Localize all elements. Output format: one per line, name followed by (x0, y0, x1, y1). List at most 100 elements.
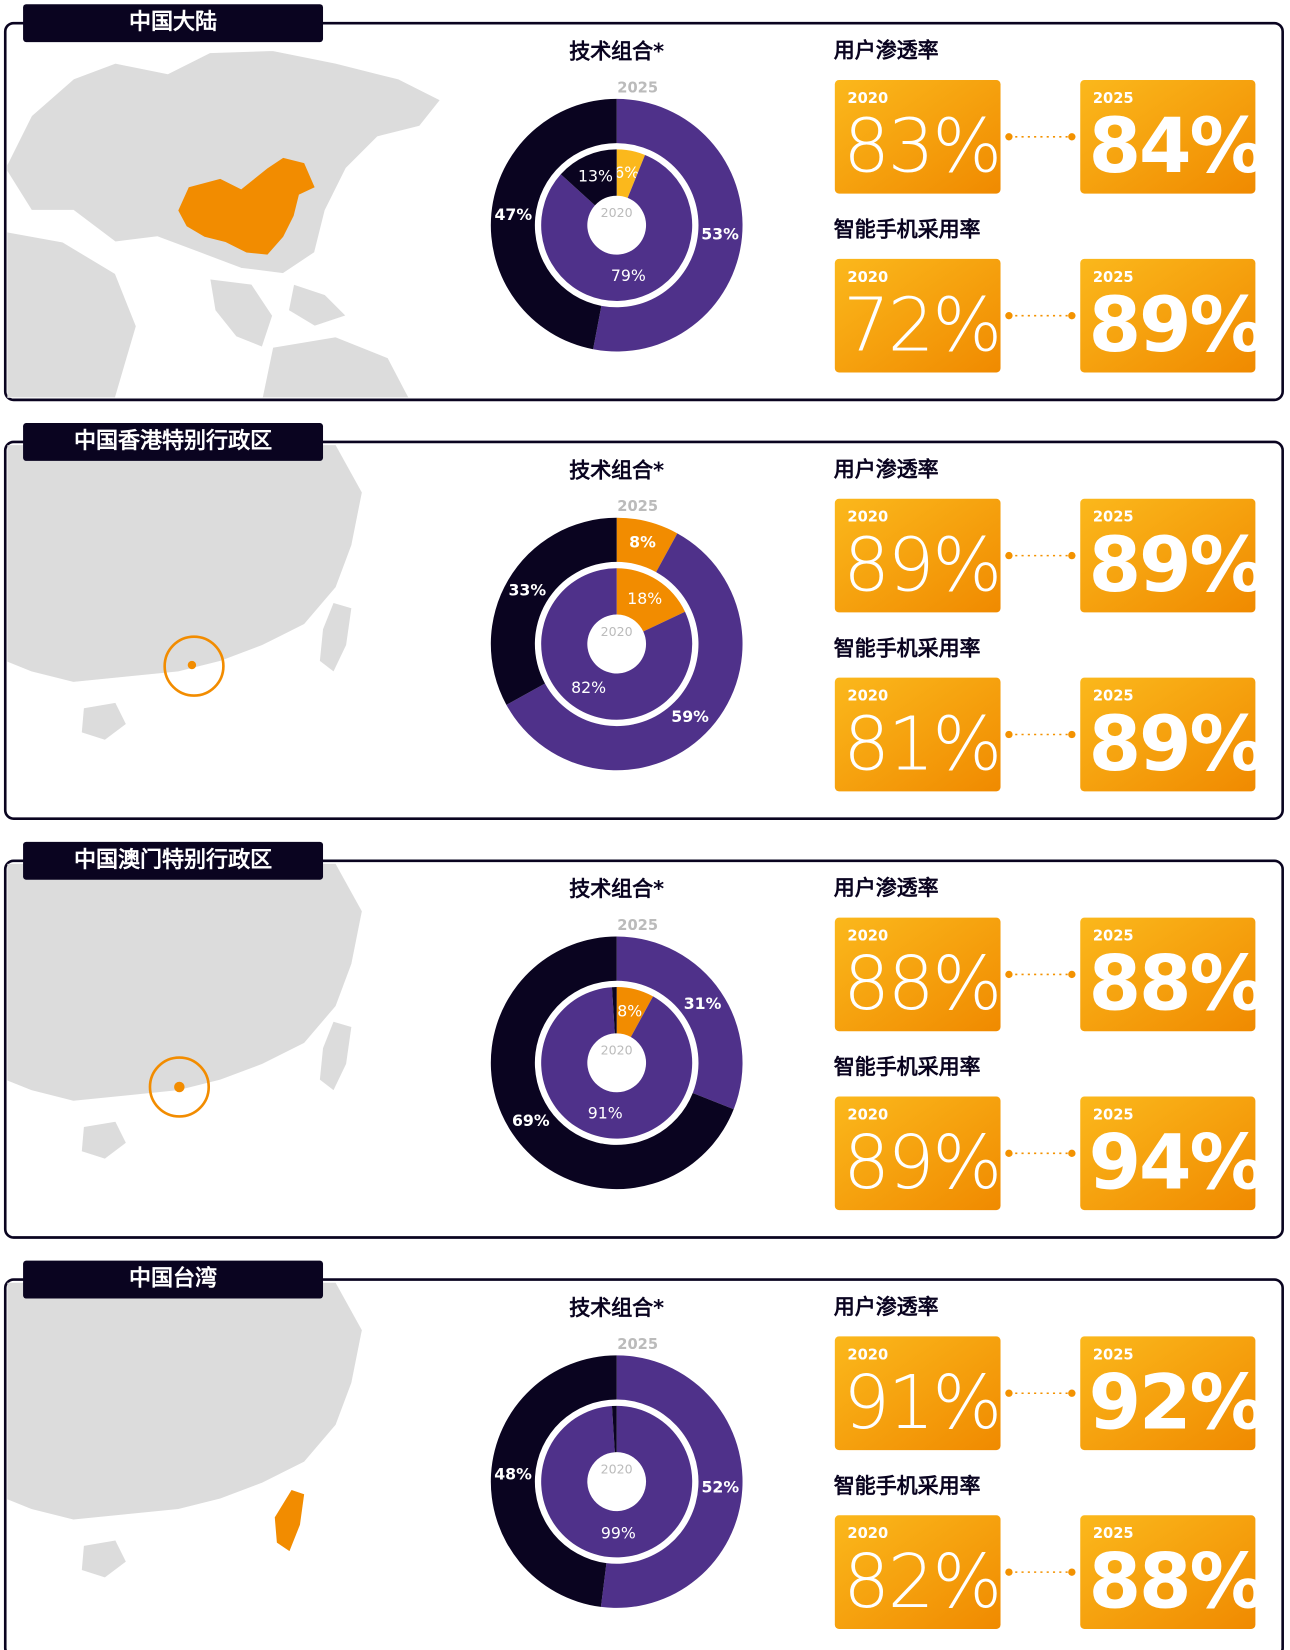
metric-year: 2025 (1093, 1525, 1134, 1542)
metric-title: 智能手机采用率 (834, 1473, 981, 1498)
metric-box (1080, 1096, 1256, 1211)
connector-dot (1068, 312, 1076, 320)
connector-dot (1068, 1149, 1076, 1157)
metric-box (834, 1336, 1001, 1451)
donut-segment (616, 149, 646, 198)
segment-label: 53% (701, 224, 739, 243)
segment-label: 59% (671, 707, 709, 726)
metric-value: 88% (1089, 940, 1264, 1028)
metric-value: 89% (1089, 521, 1264, 609)
metric-value: 88% (1089, 1537, 1264, 1625)
metric-box (1080, 917, 1256, 1032)
region-title: 中国澳门特别行政区 (74, 847, 272, 873)
ring-year: 2025 (617, 79, 658, 96)
metric-box (834, 498, 1001, 613)
donut-segment (490, 936, 734, 1190)
segment-label: 6% (614, 163, 639, 182)
land (81, 702, 126, 740)
metric-box (834, 917, 1001, 1032)
metric-year: 2020 (847, 688, 888, 705)
donut-segment (616, 568, 686, 632)
map (7, 49, 442, 398)
map (7, 863, 362, 1159)
metric-box (1080, 79, 1256, 194)
metric-box (834, 258, 1001, 373)
metric-year: 2025 (1093, 688, 1134, 705)
metric-box (1080, 1336, 1256, 1451)
donut-segment (490, 1355, 617, 1607)
connector-dot (1005, 1149, 1013, 1157)
metric-value: 88% (843, 942, 1000, 1027)
metric-value: 82% (843, 1540, 1000, 1625)
metric-year: 2025 (1093, 928, 1134, 945)
connector-dot (1005, 1389, 1013, 1397)
donut-segment (616, 987, 654, 1037)
land (7, 1282, 362, 1520)
ring-divider (535, 1400, 698, 1564)
title-tab (23, 1260, 324, 1299)
region-highlight (178, 157, 315, 255)
title-tab (23, 841, 324, 880)
donut-title: 技术组合* (569, 1295, 664, 1320)
connector-dot (1005, 133, 1013, 141)
metric-value: 81% (843, 702, 1000, 787)
metric-year: 2025 (1093, 509, 1134, 526)
donut-segment (541, 987, 693, 1139)
location-dot (174, 1081, 185, 1093)
metric-box (1080, 1515, 1256, 1629)
donut-segment (560, 149, 617, 206)
metric-title: 用户渗透率 (834, 38, 939, 63)
metric-box (834, 1515, 1001, 1629)
donut-segment (541, 154, 693, 301)
segment-label: 47% (494, 205, 532, 224)
connector-dot (1068, 133, 1076, 141)
metric-year: 2020 (847, 90, 888, 107)
metric-value: 92% (1089, 1358, 1264, 1446)
metric-value: 89% (843, 1121, 1000, 1206)
donut-title: 技术组合* (569, 457, 664, 482)
location-ring (163, 635, 225, 697)
metric-year: 2025 (1093, 1106, 1134, 1123)
metric-title: 用户渗透率 (834, 456, 939, 481)
ring-divider (535, 143, 698, 307)
donut-segment (593, 98, 743, 352)
land (261, 336, 410, 398)
ring-year: 2025 (617, 1336, 658, 1353)
metric-value: 89% (843, 523, 1000, 608)
ring-divider (535, 981, 698, 1145)
segment-label: 69% (512, 1111, 550, 1130)
donut-segment (541, 1405, 693, 1558)
metric-value: 84% (1089, 102, 1264, 190)
metric-title: 智能手机采用率 (834, 1054, 981, 1079)
region-title: 中国台湾 (129, 1266, 217, 1292)
map (7, 1282, 362, 1578)
metric-value: 89% (1089, 281, 1264, 369)
land (287, 283, 348, 327)
donut-segment (600, 1355, 743, 1608)
segment-label: 79% (611, 266, 646, 285)
metric-box (1080, 258, 1256, 373)
segment-label: 18% (627, 589, 662, 608)
metric-year: 2025 (1093, 1346, 1134, 1363)
segment-label: 33% (508, 580, 546, 599)
region-highlight (274, 1490, 305, 1552)
metric-value: 91% (843, 1361, 1000, 1446)
land (209, 278, 274, 348)
metric-value: 83% (843, 104, 1000, 189)
title-tab (23, 423, 324, 461)
metric-box (1080, 498, 1256, 613)
region-title: 中国大陆 (129, 10, 217, 35)
segment-label: 82% (571, 678, 606, 697)
ring-year: 2025 (617, 917, 658, 934)
metric-value: 72% (843, 283, 1000, 368)
land (7, 231, 137, 398)
donut-segment (616, 936, 743, 1110)
metric-year: 2020 (847, 1106, 888, 1123)
segment-label: 8% (629, 533, 656, 552)
connector-dot (1068, 551, 1076, 560)
metric-year: 2020 (847, 928, 888, 945)
metric-title: 智能手机采用率 (834, 216, 981, 241)
